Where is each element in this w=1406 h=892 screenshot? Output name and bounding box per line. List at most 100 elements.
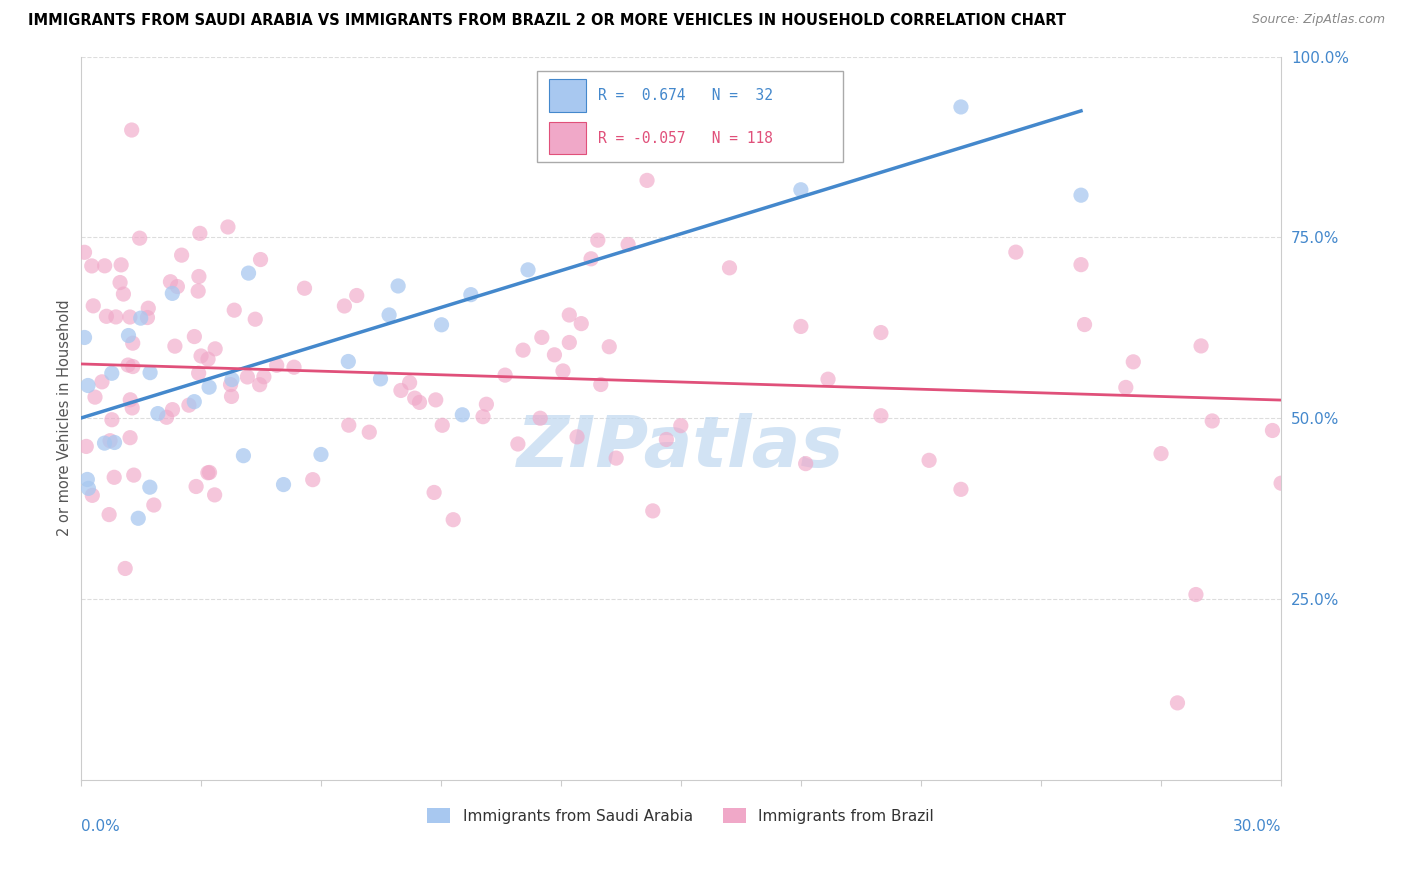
- Point: [337, 418, 360, 433]
- Point: [91, 375, 114, 389]
- Text: 30.0%: 30.0%: [1233, 820, 1281, 834]
- Text: IMMIGRANTS FROM SAUDI ARABIA VS IMMIGRANTS FROM BRAZIL 2 OR MORE VEHICLES IN HOU: IMMIGRANTS FROM SAUDI ARABIA VS IMMIGRAN…: [28, 13, 1066, 29]
- Point: [93, 259, 115, 273]
- Point: [387, 279, 409, 293]
- Point: [1185, 588, 1208, 602]
- Point: [359, 425, 381, 440]
- Point: [283, 360, 305, 375]
- Point: [236, 370, 259, 384]
- Point: [245, 312, 267, 326]
- Point: [266, 359, 288, 373]
- Point: [232, 449, 254, 463]
- Legend: Immigrants from Saudi Arabia, Immigrants from Brazil: Immigrants from Saudi Arabia, Immigrants…: [422, 802, 941, 830]
- Point: [184, 479, 207, 493]
- Point: [76, 473, 98, 487]
- Point: [198, 380, 221, 394]
- Point: [472, 409, 495, 424]
- Point: [162, 286, 184, 301]
- Point: [188, 227, 211, 241]
- Point: [142, 498, 165, 512]
- Point: [558, 335, 581, 350]
- Point: [589, 377, 612, 392]
- Point: [249, 252, 271, 267]
- Point: [221, 389, 243, 403]
- Point: [177, 398, 200, 412]
- Point: [790, 319, 813, 334]
- Point: [238, 266, 260, 280]
- Point: [80, 259, 103, 273]
- Y-axis label: 2 or more Vehicles in Household: 2 or more Vehicles in Household: [58, 300, 72, 536]
- Point: [187, 366, 209, 380]
- Point: [558, 308, 581, 322]
- Point: [370, 372, 392, 386]
- Point: [430, 318, 453, 332]
- Point: [118, 310, 141, 324]
- Point: [110, 258, 132, 272]
- Point: [121, 401, 143, 415]
- Point: [136, 301, 159, 316]
- Point: [162, 402, 184, 417]
- Point: [121, 359, 143, 374]
- Point: [273, 477, 295, 491]
- Point: [655, 433, 678, 447]
- Point: [949, 100, 972, 114]
- Point: [669, 418, 692, 433]
- Point: [517, 263, 540, 277]
- Point: [163, 339, 186, 353]
- Point: [187, 269, 209, 284]
- Point: [117, 358, 139, 372]
- Point: [408, 395, 430, 409]
- Point: [183, 394, 205, 409]
- Point: [398, 376, 420, 390]
- Point: [120, 431, 142, 445]
- Point: [718, 260, 741, 275]
- Point: [598, 340, 620, 354]
- Point: [204, 488, 226, 502]
- Point: [112, 287, 135, 301]
- Point: [129, 311, 152, 326]
- Point: [82, 488, 104, 502]
- Point: [77, 481, 100, 495]
- Point: [219, 377, 242, 392]
- Point: [1150, 447, 1173, 461]
- Point: [221, 373, 243, 387]
- Point: [204, 342, 226, 356]
- Point: [98, 508, 121, 522]
- Point: [790, 183, 813, 197]
- Point: [451, 408, 474, 422]
- Point: [543, 348, 565, 362]
- Point: [432, 418, 454, 433]
- Point: [159, 275, 181, 289]
- Point: [75, 439, 97, 453]
- Point: [187, 284, 209, 298]
- Point: [117, 328, 139, 343]
- Point: [98, 434, 121, 448]
- Point: [301, 473, 323, 487]
- Point: [1122, 355, 1144, 369]
- Point: [122, 468, 145, 483]
- Point: [586, 233, 609, 247]
- Point: [460, 287, 482, 301]
- Point: [1070, 188, 1092, 202]
- Point: [378, 308, 401, 322]
- Point: [136, 310, 159, 325]
- Point: [529, 411, 551, 425]
- Point: [605, 451, 627, 466]
- Point: [101, 366, 124, 380]
- Point: [333, 299, 356, 313]
- Point: [423, 485, 446, 500]
- Point: [404, 391, 426, 405]
- Point: [253, 369, 276, 384]
- Point: [294, 281, 316, 295]
- Point: [949, 483, 972, 497]
- Point: [96, 310, 118, 324]
- Point: [506, 437, 529, 451]
- Point: [139, 480, 162, 494]
- Text: 0.0%: 0.0%: [80, 820, 120, 834]
- Point: [82, 299, 104, 313]
- Point: [1073, 318, 1095, 332]
- Point: [337, 354, 360, 368]
- Point: [121, 336, 143, 351]
- Point: [93, 436, 115, 450]
- Point: [197, 466, 219, 480]
